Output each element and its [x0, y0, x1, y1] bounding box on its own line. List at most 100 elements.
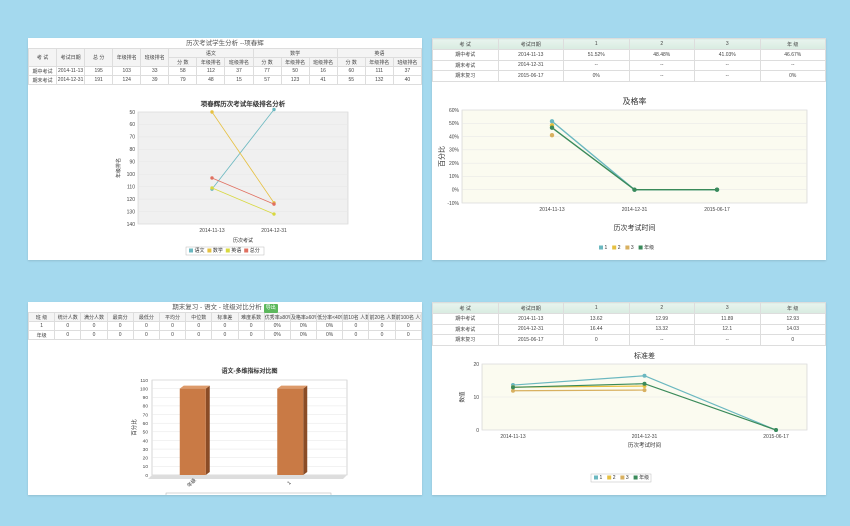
x-axis-label: 历次考试时间 [614, 223, 656, 232]
bar [277, 388, 304, 475]
y-tick-label: 100 [140, 386, 148, 392]
table-cell: -- [694, 70, 761, 82]
table-cell: 0 [158, 330, 187, 340]
panel-title: 期末复习 - 语文 - 班级对比分析 导出 [28, 303, 422, 313]
sub-grade: 年级排名 [196, 57, 226, 67]
table-cell: 0 [237, 321, 265, 331]
sub-score: 分 数 [252, 57, 282, 67]
pass-rate-table: 考 试考试日期 1 2 3 年 级 期中考试 2014-11-13 51.52% 48.48%… [432, 38, 826, 82]
legend-label: 语文 [195, 247, 205, 254]
table-cell: 14.03 [759, 323, 826, 335]
table-cell: 112 [196, 66, 226, 76]
legend-swatch [189, 248, 193, 253]
y-tick-label: 0 [145, 473, 148, 479]
y-tick-label: 90 [143, 395, 149, 401]
y-tick-label: 50 [129, 110, 135, 116]
legend-swatch [225, 248, 230, 253]
y-tick-label: 70 [143, 412, 149, 418]
data-point [549, 119, 555, 124]
export-button[interactable]: 导出 [263, 304, 278, 313]
y-tick-label: 30 [143, 447, 149, 453]
table-row: 期末复习 2015-06-17 0% -- -- 0% [432, 70, 826, 82]
data-point [272, 212, 276, 216]
table-cell: -- [628, 59, 695, 71]
class-compare-table: 班 级统计人数 满分人数 最高分 最低分 平均分 中位数 标准差 难度系数 优秀率≥80% 及格率… [28, 312, 422, 340]
sub-grade: 年级排名 [280, 57, 310, 67]
x-tick-label: 2014-12-31 [622, 207, 648, 213]
column-header: 年 级 [759, 38, 826, 50]
y-tick-label: 60 [143, 421, 149, 427]
col-total: 总 分 [84, 48, 114, 67]
table-row: 期中考试 2014-11-13 51.52% 48.48% 41.03% 46.67% [432, 49, 826, 61]
table-cell: 13.32 [628, 323, 695, 335]
student-score-table: 考 试 考试日期 总 分 年级排名 班级排名 语文 数学 英语 分 数 年级排名… [28, 48, 422, 85]
table-cell: 2014-12-31 [56, 75, 86, 85]
table-cell: 期末复习 [432, 334, 499, 346]
table-cell: 0% [289, 330, 318, 340]
column-header: 年 级 [759, 302, 826, 314]
legend-label: 总分 [250, 247, 260, 254]
data-point [642, 373, 647, 378]
legend-swatch [607, 475, 612, 480]
table-cell: 2015-06-17 [497, 334, 564, 346]
y-tick-label: -10% [447, 201, 459, 207]
table-cell: 2014-11-13 [497, 49, 564, 61]
table-cell: 期中考试 [432, 313, 499, 325]
legend-label: 数学 [213, 247, 223, 254]
column-header: 2 [628, 302, 695, 314]
chart-title: 标准差 [634, 351, 655, 360]
column-header: 2 [628, 38, 695, 50]
table-cell: 15 [224, 75, 254, 85]
table-cell: 79 [168, 75, 198, 85]
table-cell: 2014-12-31 [497, 323, 564, 335]
x-tick-label: 1 [286, 480, 292, 486]
legend-swatch [625, 245, 630, 250]
column-header: 3 [694, 38, 761, 50]
table-cell: 48.48% [628, 49, 695, 61]
column-header: 前20名 人数 [368, 312, 396, 322]
table-cell: 33 [140, 66, 170, 76]
bar-side [205, 385, 210, 475]
x-tick-label: 2015-06-17 [763, 434, 789, 440]
legend-swatch [594, 475, 598, 480]
table-header: 考 试考试日期 1 2 3 年 级 [432, 38, 826, 50]
chart-title: 语文-多维指标对比图 [222, 367, 278, 375]
multi-index-bar-chart: 语文-多维指标对比图1101009080706050403020100百分比年级… [130, 367, 348, 495]
table-cell: 39 [140, 75, 170, 85]
table-cell: 0 [54, 330, 82, 340]
column-header: 前100名 人数 [394, 312, 422, 322]
data-point [642, 388, 647, 393]
table-cell: 58 [168, 66, 198, 76]
y-tick-label: 100 [127, 172, 136, 178]
table-row: 期中考试 2014-11-13 13.62 12.99 11.89 12.93 [432, 313, 826, 325]
table-cell: -- [563, 59, 630, 71]
y-tick-label: 20% [449, 161, 460, 167]
column-header: 最低分 [132, 312, 160, 322]
table-cell: 0 [132, 330, 160, 340]
legend-swatch [620, 475, 625, 480]
student-analysis-panel: 历次考试学生分析 --项春辉 考 试 考试日期 总 分 年级排名 班级排名 语文… [28, 38, 422, 260]
table-cell: 期末考试 [432, 59, 499, 71]
table-cell: 0 [368, 330, 396, 340]
table-cell: 37 [224, 66, 254, 76]
table-cell: 0 [342, 330, 370, 340]
legend-swatch [638, 245, 643, 250]
y-tick-label: 140 [127, 222, 136, 228]
legend-label: 2 [613, 475, 616, 481]
y-tick-label: 80 [143, 404, 149, 410]
y-tick-label: 130 [127, 209, 136, 215]
data-point [210, 176, 214, 180]
y-tick-label: 10% [449, 174, 460, 180]
x-axis-label: 历次考试时间 [628, 441, 661, 449]
data-point [272, 107, 276, 112]
data-point [210, 110, 214, 114]
column-header: 考 试 [432, 302, 499, 314]
table-cell: 41 [308, 75, 338, 85]
y-tick-label: 60 [129, 122, 135, 128]
y-axis-label: 数值 [458, 391, 466, 403]
column-header: 考试日期 [497, 302, 564, 314]
table-cell: 2014-12-31 [497, 59, 564, 71]
table-header: 考 试考试日期 1 2 3 年 级 [432, 302, 826, 314]
legend-label: 1 [600, 475, 603, 481]
column-header: 低分率<40% [316, 312, 344, 322]
